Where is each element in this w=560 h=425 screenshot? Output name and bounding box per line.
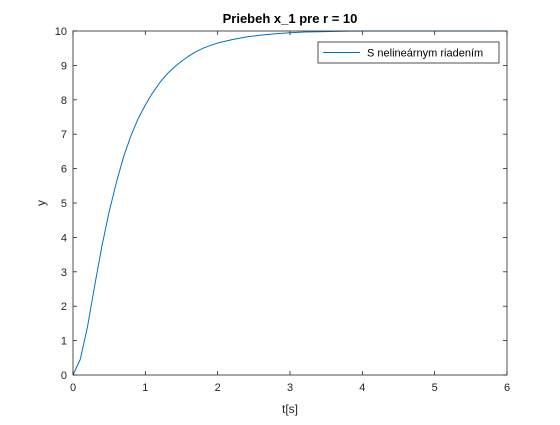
plot-area: [73, 31, 507, 375]
legend-entry-label: S nelineárnym riadením: [367, 48, 483, 60]
y-tick-label: 4: [61, 232, 67, 244]
x-axis-label: t[s]: [282, 402, 298, 416]
y-tick-label: 8: [61, 95, 67, 107]
x-tick-label: 3: [287, 382, 293, 394]
y-tick-label: 10: [55, 26, 67, 38]
legend: S nelineárnym riadením: [317, 41, 500, 64]
x-tick-label: 0: [70, 382, 76, 394]
x-tick-label: 6: [504, 382, 510, 394]
legend-box: [317, 41, 500, 64]
y-tick-label: 1: [61, 336, 67, 348]
x-tick-label: 2: [215, 382, 221, 394]
y-tick-label: 3: [61, 267, 67, 279]
y-tick-label: 2: [61, 301, 67, 313]
x-tick-label: 4: [359, 382, 365, 394]
y-tick-label: 0: [61, 370, 67, 382]
chart-title: Priebeh x_1 pre r = 10: [223, 11, 358, 26]
y-axis-label: y: [34, 200, 48, 206]
y-tick-label: 5: [61, 198, 67, 210]
y-tick-label: 7: [61, 129, 67, 141]
x-tick-label: 5: [432, 382, 438, 394]
y-tick-label: 6: [61, 164, 67, 176]
y-tick-label: 9: [61, 60, 67, 72]
x-tick-label: 1: [142, 382, 148, 394]
